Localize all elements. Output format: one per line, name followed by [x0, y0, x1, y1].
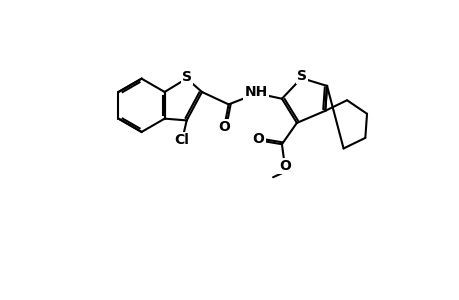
Text: Cl: Cl — [174, 133, 189, 147]
Text: O: O — [278, 159, 290, 173]
Text: O: O — [252, 132, 264, 146]
Text: S: S — [297, 69, 307, 83]
Text: S: S — [182, 70, 191, 84]
Text: NH: NH — [244, 85, 267, 99]
Text: O: O — [218, 120, 230, 134]
